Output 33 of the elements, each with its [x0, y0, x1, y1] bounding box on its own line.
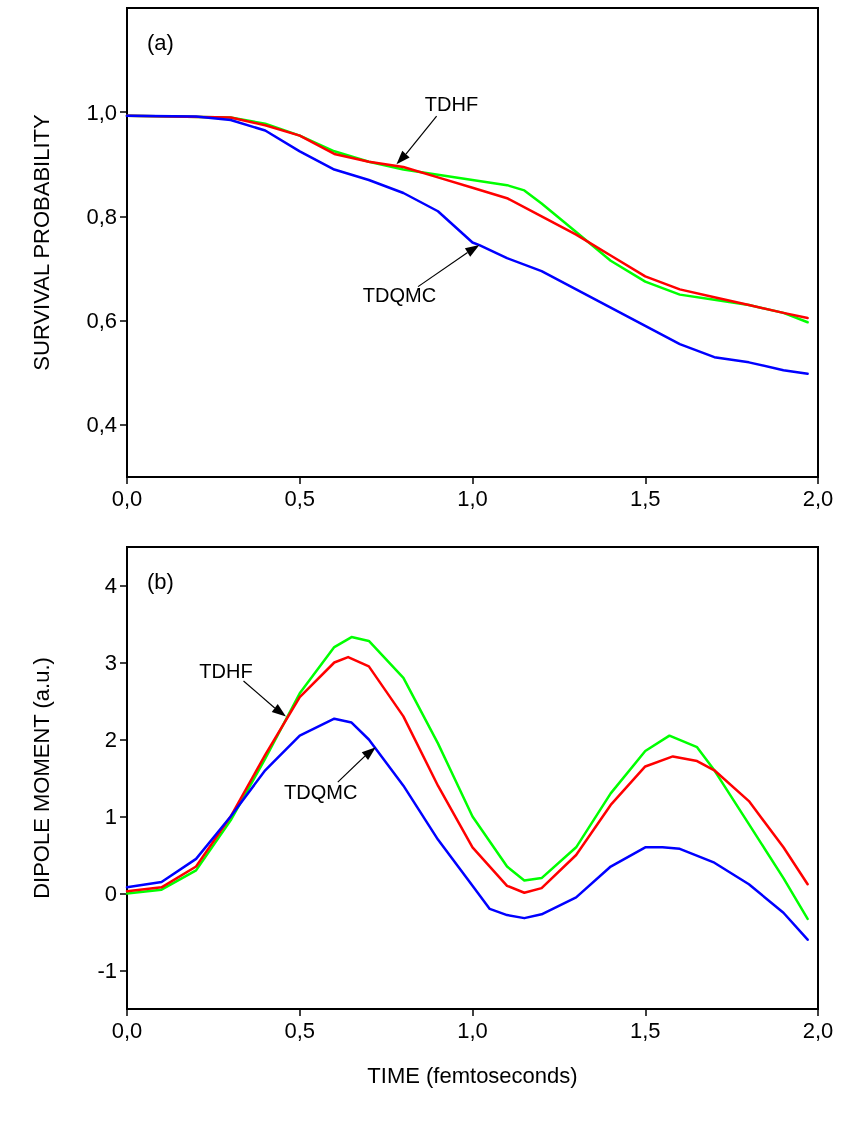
x-tick-label: 0,5 [284, 485, 316, 511]
x-tick-label: 1,5 [629, 485, 661, 511]
y-tick-label: 4 [104, 573, 117, 598]
x-tick-label: 1,0 [457, 485, 488, 511]
x-tick-label: 0,0 [111, 485, 143, 511]
y-tick-label: 1 [104, 804, 117, 829]
y-axis-title: SURVIVAL PROBABILITY [28, 114, 54, 371]
y-tick-label: 0,8 [86, 203, 117, 229]
y-tick-label: -1 [97, 958, 117, 983]
y-tick-label: 0,6 [86, 308, 117, 334]
text: (b) [147, 568, 174, 594]
x-tick-label: 1,0 [457, 1017, 488, 1043]
line-series [125, 114, 809, 376]
y-axis-title: DIPOLE MOMENT (a.u.) [28, 657, 54, 899]
x-tick-label: 0,5 [284, 1017, 316, 1043]
x-tick-label: 2,0 [802, 485, 834, 511]
annotation: TDQMC [362, 284, 437, 307]
x-axis-title: TIME (femtoseconds) [367, 1062, 578, 1088]
annotation: TDHF [199, 660, 253, 683]
line-series [125, 717, 809, 941]
x-tick-label: 0,0 [111, 1017, 143, 1043]
line-series [125, 635, 809, 921]
text: (a) [147, 29, 174, 55]
y-tick-label: 1,0 [86, 99, 117, 125]
y-tick-label: 3 [104, 650, 117, 675]
annotation: TDQMC [284, 781, 358, 804]
y-tick-label: 0,4 [86, 412, 117, 438]
annotation: TDHF [424, 93, 479, 116]
y-tick-label: 2 [104, 727, 117, 752]
x-tick-label: 2,0 [802, 1017, 834, 1043]
x-tick-label: 1,5 [629, 1017, 661, 1043]
y-tick-label: 0 [104, 881, 117, 906]
line-series [125, 655, 809, 894]
